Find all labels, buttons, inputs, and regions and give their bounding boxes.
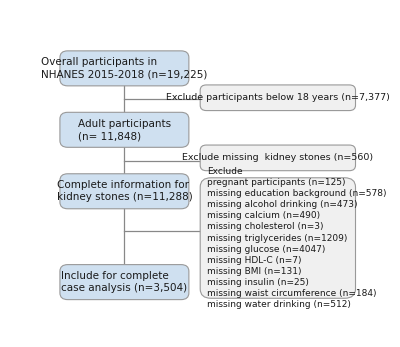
FancyBboxPatch shape	[60, 112, 189, 147]
FancyBboxPatch shape	[60, 265, 189, 299]
FancyBboxPatch shape	[200, 178, 356, 298]
Text: Include for complete
case analysis (n=3,504): Include for complete case analysis (n=3,…	[61, 271, 188, 293]
Text: Overall participants in
NHANES 2015-2018 (n=19,225): Overall participants in NHANES 2015-2018…	[41, 57, 208, 79]
FancyBboxPatch shape	[60, 174, 189, 209]
Text: Complete information for
kidney stones (n=11,288): Complete information for kidney stones (…	[56, 180, 192, 202]
Text: Adult participants
(n= 11,848): Adult participants (n= 11,848)	[78, 119, 171, 141]
FancyBboxPatch shape	[200, 145, 356, 171]
Text: Exclude
pregnant participants (n=125)
missing education background (n=578)
missi: Exclude pregnant participants (n=125) mi…	[207, 167, 387, 309]
Text: Exclude participants below 18 years (n=7,377): Exclude participants below 18 years (n=7…	[166, 93, 390, 102]
Text: Exclude missing  kidney stones (n=560): Exclude missing kidney stones (n=560)	[182, 153, 374, 162]
FancyBboxPatch shape	[60, 51, 189, 86]
FancyBboxPatch shape	[200, 85, 356, 111]
